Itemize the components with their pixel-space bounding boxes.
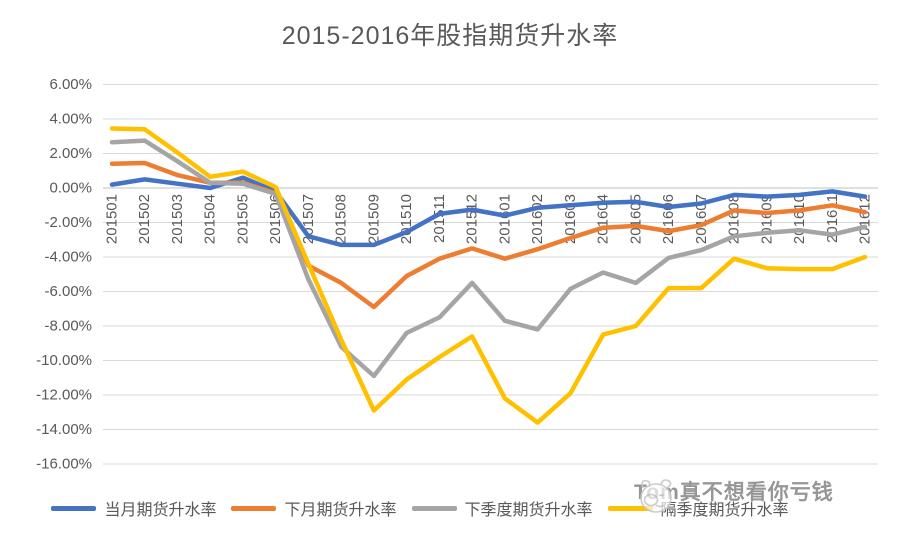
x-axis-tick-label: 201608 bbox=[726, 194, 743, 244]
y-axis-tick-label: -14.00% bbox=[36, 421, 92, 438]
y-axis-tick-label: 2.00% bbox=[49, 145, 92, 162]
y-axis-tick-label: -10.00% bbox=[36, 352, 92, 369]
x-axis-tick-label: 201508 bbox=[333, 194, 350, 244]
y-axis-tick-label: -4.00% bbox=[44, 249, 92, 266]
y-axis-tick-label: -8.00% bbox=[44, 318, 92, 335]
y-axis-tick-label: 0.00% bbox=[49, 180, 92, 197]
y-axis-tick-label: -16.00% bbox=[36, 456, 92, 473]
series-line-下季度期货升水率 bbox=[109, 138, 868, 379]
legend-label: 隔季度期货升水率 bbox=[660, 502, 789, 519]
x-axis-tick-label: 201612 bbox=[857, 194, 874, 244]
x-axis-tick-label: 201605 bbox=[627, 194, 644, 244]
series-line-当月期货升水率 bbox=[109, 175, 868, 248]
x-axis-tick-label: 201503 bbox=[169, 194, 186, 244]
x-axis-tick-label: 201511 bbox=[431, 194, 448, 243]
legend-swatch bbox=[51, 505, 97, 511]
x-axis-tick-label: 201602 bbox=[529, 194, 546, 244]
x-axis-tick-label: 201501 bbox=[104, 194, 121, 244]
x-axis-tick-label: 201512 bbox=[464, 194, 481, 244]
x-axis-tick-label: 201610 bbox=[791, 194, 808, 244]
legend-item: 当月期货升水率 bbox=[51, 496, 216, 520]
y-axis-tick-label: -12.00% bbox=[36, 387, 92, 404]
chart-legend: 当月期货升水率 下月期货升水率 下季度期货升水率 隔季度期货升水率 bbox=[0, 496, 840, 520]
legend-item: 下月期货升水率 bbox=[231, 496, 397, 520]
y-axis-tick-label: 4.00% bbox=[49, 111, 92, 128]
x-axis-tick-label: 201502 bbox=[136, 194, 153, 244]
y-axis-tick-label: -6.00% bbox=[44, 283, 92, 300]
y-axis-tick-label: 6.00% bbox=[49, 76, 92, 93]
legend-label: 当月期货升水率 bbox=[104, 502, 217, 519]
chart-title: 2015-2016年股指期货升水率 bbox=[281, 22, 619, 50]
x-axis-tick-label: 201601 bbox=[496, 194, 513, 244]
y-axis-tick-label: -2.00% bbox=[44, 214, 92, 231]
x-axis-tick-label: 201606 bbox=[660, 194, 677, 244]
legend-swatch bbox=[411, 505, 457, 511]
legend-label: 下月期货升水率 bbox=[284, 502, 397, 519]
x-axis-tick-label: 201607 bbox=[693, 194, 710, 244]
legend-item: 下季度期货升水率 bbox=[411, 496, 593, 520]
x-axis-tick-label: 201609 bbox=[758, 194, 775, 244]
legend-swatch bbox=[607, 505, 653, 511]
x-axis-tick-label: 201505 bbox=[234, 194, 251, 244]
legend-item: 隔季度期货升水率 bbox=[607, 496, 789, 520]
x-axis-tick-label: 201509 bbox=[365, 194, 382, 244]
x-axis-tick-label: 201604 bbox=[595, 194, 612, 244]
legend-swatch bbox=[231, 505, 277, 511]
x-axis-tick-label: 201504 bbox=[202, 194, 219, 244]
series-line-隔季度期货升水率 bbox=[109, 126, 868, 425]
legend-label: 下季度期货升水率 bbox=[464, 502, 593, 519]
